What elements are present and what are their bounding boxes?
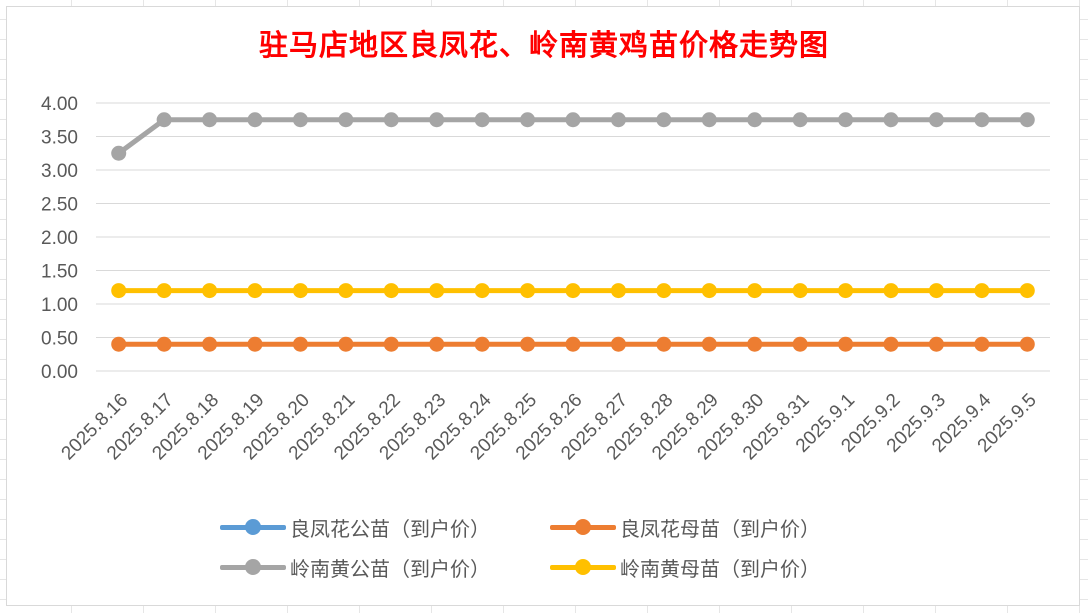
y-tick-label: 3.00 — [41, 161, 78, 182]
data-point-series-3 — [883, 112, 899, 128]
data-point-series-4 — [111, 283, 127, 299]
data-point-series-3 — [747, 112, 763, 128]
legend-swatch-series-2 — [550, 514, 616, 540]
legend-dot — [575, 559, 591, 575]
data-point-series-3 — [792, 112, 808, 128]
data-point-series-2 — [202, 336, 218, 352]
data-point-series-3 — [656, 112, 672, 128]
legend-swatch-series-3 — [220, 554, 286, 580]
legend-dot — [245, 559, 261, 575]
data-point-series-2 — [520, 336, 536, 352]
data-point-series-4 — [974, 283, 990, 299]
legend-swatch-series-1 — [220, 514, 286, 540]
data-point-series-3 — [838, 112, 854, 128]
data-point-series-4 — [338, 283, 354, 299]
y-tick-label: 3.50 — [41, 128, 78, 149]
data-point-series-2 — [656, 336, 672, 352]
data-point-series-2 — [974, 336, 990, 352]
data-point-series-3 — [429, 112, 445, 128]
data-point-series-2 — [111, 336, 127, 352]
y-tick-label: 1.00 — [41, 295, 78, 316]
data-point-series-4 — [383, 283, 399, 299]
data-point-series-3 — [111, 145, 127, 161]
legend-dot — [245, 519, 261, 535]
data-point-series-4 — [520, 283, 536, 299]
data-point-series-4 — [247, 283, 263, 299]
legend-item-series-4: 岭南黄母苗（到户价） — [550, 554, 820, 581]
data-point-series-3 — [520, 112, 536, 128]
data-point-series-3 — [1019, 112, 1035, 128]
data-point-series-2 — [383, 336, 399, 352]
data-point-series-3 — [383, 112, 399, 128]
data-point-series-4 — [928, 283, 944, 299]
data-point-series-2 — [928, 336, 944, 352]
data-point-series-2 — [610, 336, 626, 352]
legend-label-series-2: 良凤花母苗（到户价） — [620, 516, 820, 541]
data-point-series-2 — [156, 336, 172, 352]
data-point-series-2 — [247, 336, 263, 352]
data-point-series-2 — [429, 336, 445, 352]
legend-item-series-2: 良凤花母苗（到户价） — [550, 514, 820, 541]
data-point-series-3 — [338, 112, 354, 128]
data-point-series-3 — [202, 112, 218, 128]
chart-title: 驻马店地区良凤花、岭南黄鸡苗价格走势图 — [258, 28, 829, 62]
legend-item-series-3: 岭南黄公苗（到户价） — [220, 554, 490, 581]
data-point-series-4 — [156, 283, 172, 299]
data-point-series-4 — [565, 283, 581, 299]
data-point-series-4 — [883, 283, 899, 299]
data-point-series-2 — [747, 336, 763, 352]
data-point-series-4 — [429, 283, 445, 299]
legend-label-series-1: 良凤花公苗（到户价） — [290, 516, 490, 541]
legend-label-series-4: 岭南黄母苗（到户价） — [620, 556, 820, 581]
data-point-series-3 — [928, 112, 944, 128]
data-point-series-4 — [202, 283, 218, 299]
y-tick-label: 1.50 — [41, 262, 78, 283]
data-point-series-3 — [156, 112, 172, 128]
data-point-series-2 — [474, 336, 490, 352]
data-point-series-4 — [292, 283, 308, 299]
y-tick-label: 4.00 — [41, 94, 78, 115]
data-point-series-2 — [1019, 336, 1035, 352]
data-point-series-2 — [838, 336, 854, 352]
data-point-series-3 — [292, 112, 308, 128]
legend-item-series-1: 良凤花公苗（到户价） — [220, 514, 490, 541]
data-point-series-2 — [883, 336, 899, 352]
y-tick-label: 2.00 — [41, 228, 78, 249]
chart-area[interactable] — [6, 6, 1080, 606]
data-point-series-3 — [974, 112, 990, 128]
data-point-series-4 — [747, 283, 763, 299]
data-point-series-2 — [338, 336, 354, 352]
legend-dot — [575, 519, 591, 535]
data-point-series-4 — [1019, 283, 1035, 299]
data-point-series-4 — [792, 283, 808, 299]
data-point-series-2 — [292, 336, 308, 352]
legend-swatch-series-4 — [550, 554, 616, 580]
data-point-series-3 — [701, 112, 717, 128]
y-tick-label: 0.50 — [41, 329, 78, 350]
data-point-series-3 — [565, 112, 581, 128]
data-point-series-4 — [610, 283, 626, 299]
legend-label-series-3: 岭南黄公苗（到户价） — [290, 556, 490, 581]
data-point-series-2 — [792, 336, 808, 352]
data-point-series-2 — [701, 336, 717, 352]
y-tick-label: 0.00 — [41, 362, 78, 383]
data-point-series-2 — [565, 336, 581, 352]
data-point-series-3 — [610, 112, 626, 128]
data-point-series-4 — [838, 283, 854, 299]
data-point-series-4 — [701, 283, 717, 299]
data-point-series-3 — [474, 112, 490, 128]
data-point-series-4 — [474, 283, 490, 299]
data-point-series-3 — [247, 112, 263, 128]
data-point-series-4 — [656, 283, 672, 299]
y-tick-label: 2.50 — [41, 195, 78, 216]
